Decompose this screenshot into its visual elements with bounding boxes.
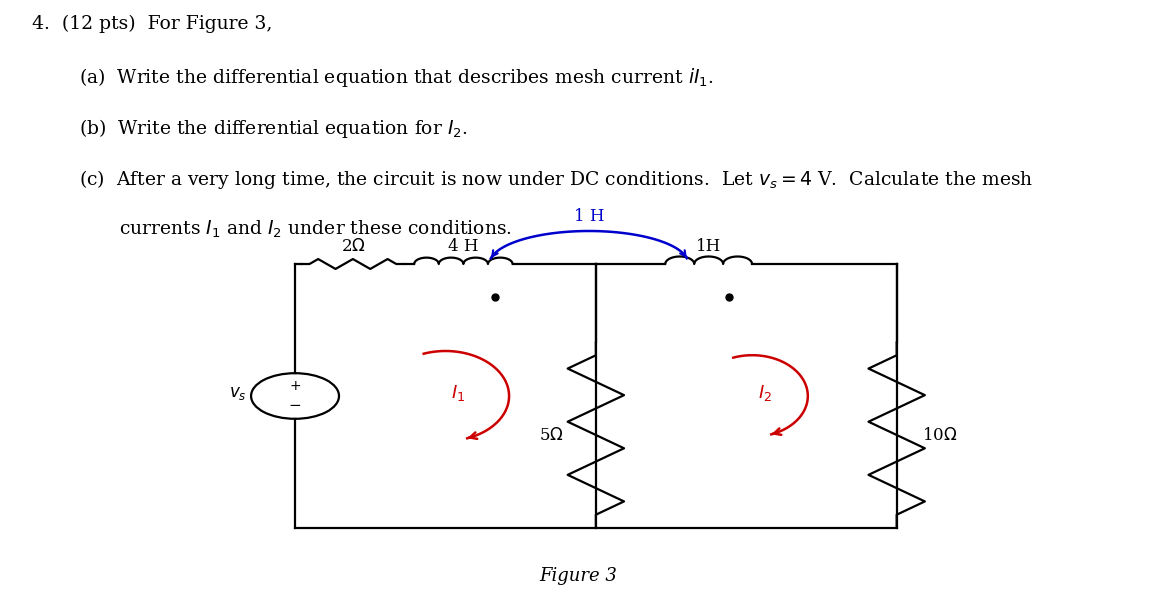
Text: $v_s$: $v_s$ [229, 385, 246, 401]
Text: (c)  After a very long time, the circuit is now under DC conditions.  Let $v_s =: (c) After a very long time, the circuit … [79, 168, 1033, 191]
Text: 2$\Omega$: 2$\Omega$ [340, 238, 366, 255]
Text: (b)  Write the differential equation for $I_2$.: (b) Write the differential equation for … [79, 117, 467, 140]
Text: currents $I_1$ and $I_2$ under these conditions.: currents $I_1$ and $I_2$ under these con… [119, 219, 513, 240]
Text: 10$\Omega$: 10$\Omega$ [922, 427, 957, 443]
Text: Figure 3: Figure 3 [539, 567, 618, 585]
Text: 4.  (12 pts)  For Figure 3,: 4. (12 pts) For Figure 3, [32, 15, 273, 33]
Text: 1H: 1H [697, 238, 721, 255]
Text: 4 H: 4 H [448, 238, 479, 255]
Text: +: + [289, 379, 301, 394]
Text: $I_2$: $I_2$ [758, 383, 772, 403]
Text: 1 H: 1 H [574, 208, 604, 225]
Text: 5$\Omega$: 5$\Omega$ [539, 427, 563, 443]
Text: (a)  Write the differential equation that describes mesh current $iI_1$.: (a) Write the differential equation that… [79, 66, 714, 89]
Text: −: − [288, 398, 302, 413]
Text: $I_1$: $I_1$ [451, 383, 465, 403]
